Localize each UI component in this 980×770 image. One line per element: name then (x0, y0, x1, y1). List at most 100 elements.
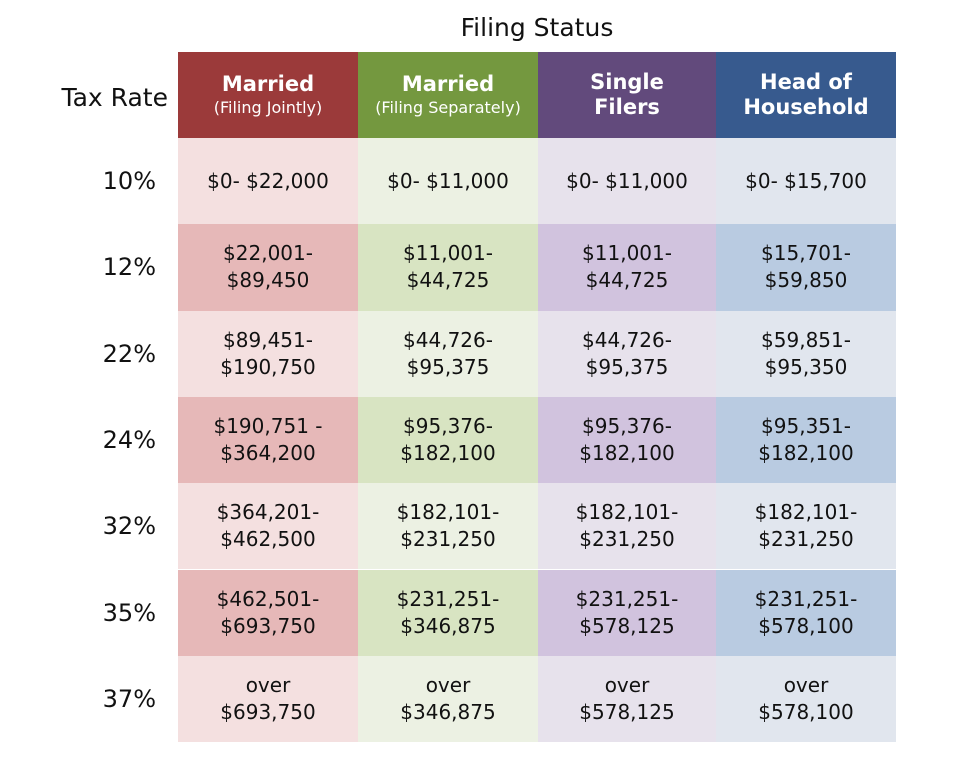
bracket-cell-line: $693,750 (220, 699, 316, 724)
tax-rate-heading: Tax Rate (61, 83, 168, 112)
bracket-cell: over $578,100 (716, 655, 896, 743)
bracket-cell-line: $0- $15,700 (745, 168, 867, 193)
bracket-cell: over $346,875 (358, 655, 538, 743)
bracket-cell-line: $462,500 (220, 527, 316, 552)
bracket-cell-line: over (245, 672, 291, 697)
bracket-cell: $95,376- $182,100 (358, 396, 538, 484)
bracket-cell: $190,751 - $364,200 (178, 396, 358, 484)
bracket-cell-line: $364,200 (220, 441, 316, 466)
bracket-cell-line: over (425, 672, 471, 697)
bracket-cell: $231,251- $346,875 (358, 569, 538, 656)
bracket-cell-line: $89,450 (226, 268, 310, 293)
bracket-cell-line: $190,751 - (213, 414, 323, 439)
bracket-cell-line: $231,250 (400, 527, 496, 552)
bracket-cell-line: $346,875 (400, 699, 496, 724)
bracket-cell: $11,001- $44,725 (538, 224, 716, 311)
bracket-cell: $95,351- $182,100 (716, 396, 896, 484)
column-header-line1: Head of (760, 70, 852, 94)
bracket-cell: over $693,750 (178, 655, 358, 743)
bracket-cell-line: $364,201- (216, 500, 320, 525)
bracket-cell-line: $182,101- (754, 500, 858, 525)
bracket-cell-line: $578,125 (579, 613, 675, 638)
bracket-cell: $231,251- $578,125 (538, 569, 716, 656)
bracket-cell: $0- $22,000 (178, 138, 358, 225)
bracket-cell-line: $0- $11,000 (566, 168, 688, 193)
bracket-cell-line: $11,001- (403, 241, 493, 266)
column-header-line2: Household (743, 95, 869, 119)
bracket-cell-line: $44,726- (403, 327, 493, 352)
bracket-cell-line: $190,750 (220, 354, 316, 379)
column-header-line1: Single (590, 70, 664, 94)
column-header-subtitle: (Filing Jointly) (213, 97, 323, 117)
bracket-cell-line: $44,725 (406, 268, 490, 293)
bracket-cell-line: $346,875 (400, 613, 496, 638)
tax-rate-label: 10% (102, 167, 156, 196)
bracket-cell: $0- $15,700 (716, 138, 896, 225)
bracket-cell: $0- $11,000 (358, 138, 538, 225)
bracket-cell-line: $95,351- (761, 414, 851, 439)
bracket-cell-line: $95,375 (585, 354, 669, 379)
bracket-cell-line: $231,251- (754, 586, 858, 611)
bracket-cell-line: $59,850 (764, 268, 848, 293)
bracket-cell: $182,101- $231,250 (538, 483, 716, 570)
bracket-cell-line: $44,725 (585, 268, 669, 293)
bracket-cell: $11,001- $44,725 (358, 224, 538, 311)
bracket-cell-line: $182,100 (400, 441, 496, 466)
tax-bracket-table: Married (Filing Jointly) Married (Filing Se… (178, 52, 896, 743)
bracket-cell-line: $22,001- (223, 241, 313, 266)
tax-rate-label: 12% (102, 253, 156, 282)
bracket-cell-line: $693,750 (220, 613, 316, 638)
bracket-cell: $0- $11,000 (538, 138, 716, 225)
bracket-cell-line: $462,501- (216, 586, 320, 611)
column-header: Single Filers (538, 52, 716, 138)
bracket-cell-line: over (783, 672, 829, 697)
bracket-cell-line: $95,376- (403, 414, 493, 439)
bracket-cell-line: $231,250 (758, 527, 854, 552)
column-header-subtitle: (Filing Separately) (375, 97, 521, 117)
bracket-cell-line: $89,451- (223, 327, 313, 352)
bracket-cell-line: $95,375 (406, 354, 490, 379)
bracket-cell-line: $95,350 (764, 354, 848, 379)
bracket-cell-line: $11,001- (582, 241, 672, 266)
bracket-cell-line: $231,251- (575, 586, 679, 611)
bracket-cell-line: $15,701- (761, 241, 851, 266)
bracket-cell-line: $44,726- (582, 327, 672, 352)
bracket-cell: $182,101- $231,250 (716, 483, 896, 570)
bracket-cell: $44,726- $95,375 (538, 310, 716, 397)
bracket-cell: $89,451- $190,750 (178, 310, 358, 397)
bracket-cell-line: $0- $22,000 (207, 168, 329, 193)
tax-rate-label: 32% (102, 512, 156, 541)
bracket-cell-line: $182,101- (575, 500, 679, 525)
tax-rate-label: 35% (102, 598, 156, 627)
bracket-cell: $44,726- $95,375 (358, 310, 538, 397)
bracket-cell: over $578,125 (538, 655, 716, 743)
bracket-cell-line: $0- $11,000 (387, 168, 509, 193)
tax-rate-label: 37% (102, 684, 156, 713)
tax-rate-label: 24% (102, 426, 156, 455)
bracket-cell-line: $182,100 (579, 441, 675, 466)
bracket-cell: $364,201- $462,500 (178, 483, 358, 570)
column-header-line1: Married (401, 71, 495, 96)
bracket-cell-line: $182,100 (758, 441, 854, 466)
column-header: Head of Household (716, 52, 896, 138)
column-header-line2: Filers (594, 95, 660, 119)
bracket-cell-line: over (604, 672, 650, 697)
bracket-cell-line: $578,100 (758, 699, 854, 724)
tax-rate-label: 22% (102, 339, 156, 368)
table-title: Filing Status (460, 13, 614, 42)
column-header-line1: Married (221, 71, 315, 96)
bracket-cell: $462,501- $693,750 (178, 569, 358, 656)
bracket-cell-line: $231,250 (579, 527, 675, 552)
bracket-cell: $95,376- $182,100 (538, 396, 716, 484)
column-header: Married (Filing Jointly) (178, 52, 358, 138)
bracket-cell-line: $578,100 (758, 613, 854, 638)
bracket-cell: $15,701- $59,850 (716, 224, 896, 311)
column-header: Married (Filing Separately) (358, 52, 538, 138)
bracket-cell: $231,251- $578,100 (716, 569, 896, 656)
bracket-cell-line: $59,851- (761, 327, 851, 352)
bracket-cell-line: $231,251- (396, 586, 500, 611)
bracket-cell-line: $95,376- (582, 414, 672, 439)
bracket-cell-line: $182,101- (396, 500, 500, 525)
bracket-cell: $22,001- $89,450 (178, 224, 358, 311)
bracket-cell-line: $578,125 (579, 699, 675, 724)
